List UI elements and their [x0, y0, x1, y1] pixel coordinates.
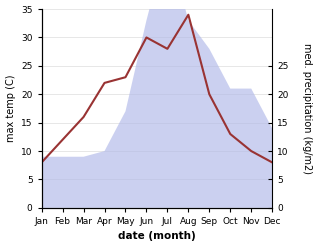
X-axis label: date (month): date (month)	[118, 231, 196, 242]
Y-axis label: max temp (C): max temp (C)	[5, 75, 16, 142]
Y-axis label: med. precipitation (kg/m2): med. precipitation (kg/m2)	[302, 43, 313, 174]
